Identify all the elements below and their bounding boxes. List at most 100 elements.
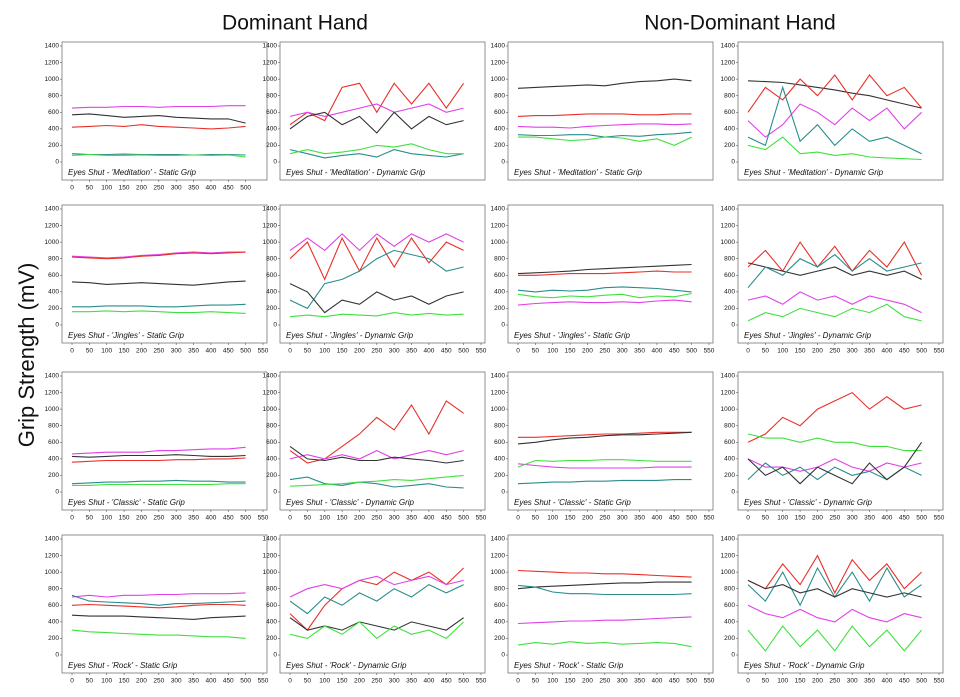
x-tick-label: 150: [337, 515, 348, 522]
panel: 0 200 400 600 800 1000 1200 1400 0 50 100 150 200 250…: [263, 371, 487, 522]
x-tick-label: 100: [777, 515, 788, 522]
x-tick-label: 500: [686, 678, 697, 685]
series-line: [289, 621, 464, 640]
x-tick-label: 200: [136, 185, 147, 192]
series-line: [71, 153, 246, 158]
y-tick-label: 1200: [263, 389, 278, 396]
x-tick-label: 400: [423, 678, 434, 685]
series-line: [71, 614, 246, 620]
y-tick-label: 200: [494, 472, 505, 479]
x-tick-label: 150: [337, 348, 348, 355]
x-tick-label: 200: [582, 348, 593, 355]
y-tick-label: 0: [273, 322, 277, 329]
x-tick-label: 300: [847, 515, 858, 522]
series-line: [71, 251, 246, 259]
panel-frame: [507, 371, 714, 511]
x-tick-label: 150: [337, 678, 348, 685]
y-tick-label: 400: [48, 126, 59, 133]
heading: Non-Dominant Hand: [644, 12, 835, 35]
y-tick-label: 1000: [721, 569, 736, 576]
panel-frame: [279, 41, 486, 181]
panel: 0 200 400 600 800 1000 1200 1400 Eyes Shut - 'Me…: [263, 41, 486, 181]
y-tick-label: 400: [266, 619, 277, 626]
x-tick-label: 450: [441, 348, 452, 355]
x-tick-label: 100: [547, 348, 558, 355]
x-tick-label: 50: [532, 348, 540, 355]
y-tick-label: 600: [48, 272, 59, 279]
y-tick-label: 600: [48, 109, 59, 116]
panel: 0 200 400 600 800 1000 1200 1400 0 50 100 150 200 250…: [721, 371, 945, 522]
y-tick-label: 800: [494, 585, 505, 592]
y-tick-label: 200: [266, 635, 277, 642]
x-tick-label: 500: [458, 678, 469, 685]
series-line: [747, 253, 922, 289]
x-tick-label: 50: [86, 348, 94, 355]
y-tick-label: 1400: [721, 536, 736, 543]
series-line: [747, 80, 922, 109]
x-tick-label: 450: [669, 348, 680, 355]
series-line: [747, 103, 922, 138]
series-line: [747, 604, 922, 623]
y-tick-label: 0: [501, 652, 505, 659]
y-tick-label: 0: [501, 322, 505, 329]
series-line: [747, 391, 922, 443]
x-tick-label: 200: [582, 678, 593, 685]
y-tick-label: 1400: [45, 43, 60, 50]
y-tick-label: 0: [501, 159, 505, 166]
y-axis-label: Grip Strength (mV): [14, 263, 39, 448]
series-line: [289, 103, 464, 117]
x-tick-label: 200: [354, 348, 365, 355]
x-tick-label: 550: [934, 348, 945, 355]
y-tick-label: 1400: [263, 536, 278, 543]
y-tick-label: 1400: [45, 373, 60, 380]
series-line: [747, 303, 922, 322]
y-tick-label: 1400: [45, 536, 60, 543]
x-tick-label: 550: [476, 348, 487, 355]
y-tick-label: 1200: [721, 552, 736, 559]
panel-frame: [61, 534, 268, 674]
y-tick-label: 800: [48, 422, 59, 429]
y-tick-label: 400: [724, 456, 735, 463]
series-line: [517, 286, 692, 293]
y-tick-label: 200: [48, 142, 59, 149]
x-tick-label: 450: [899, 348, 910, 355]
series-line: [289, 233, 464, 252]
y-tick-label: 1000: [45, 239, 60, 246]
panel-caption: Eyes Shut - 'Rock' - Dynamic Grip: [286, 661, 407, 670]
x-tick-label: 500: [916, 678, 927, 685]
x-tick-label: 100: [547, 678, 558, 685]
panel-frame: [279, 534, 486, 674]
y-tick-label: 1000: [263, 406, 278, 413]
x-tick-label: 400: [205, 678, 216, 685]
x-tick-label: 500: [240, 515, 251, 522]
series-line: [289, 149, 464, 159]
x-tick-label: 500: [240, 348, 251, 355]
y-tick-label: 400: [724, 619, 735, 626]
y-tick-label: 0: [273, 652, 277, 659]
series-line: [747, 441, 923, 485]
x-tick-label: 100: [319, 678, 330, 685]
y-tick-label: 1200: [721, 389, 736, 396]
x-tick-label: 50: [762, 678, 770, 685]
y-tick-label: 800: [266, 255, 277, 262]
y-tick-label: 1400: [263, 43, 278, 50]
y-tick-label: 600: [48, 439, 59, 446]
series-line: [289, 583, 464, 615]
y-tick-label: 400: [266, 126, 277, 133]
x-tick-label: 50: [86, 678, 94, 685]
series-line: [289, 312, 464, 318]
x-tick-label: 400: [205, 515, 216, 522]
y-tick-label: 400: [266, 289, 277, 296]
y-tick-label: 200: [724, 305, 735, 312]
x-tick-label: 50: [304, 678, 312, 685]
x-tick-label: 300: [617, 515, 628, 522]
panel-frame: [507, 204, 714, 344]
x-tick-label: 100: [101, 678, 112, 685]
x-tick-label: 100: [101, 515, 112, 522]
series-line: [71, 105, 246, 109]
x-tick-label: 50: [86, 185, 94, 192]
series-line: [747, 433, 922, 452]
series-line: [71, 629, 246, 639]
panel-caption: Eyes Shut - 'Meditation' - Static Grip: [68, 168, 197, 177]
series-line: [747, 554, 922, 595]
